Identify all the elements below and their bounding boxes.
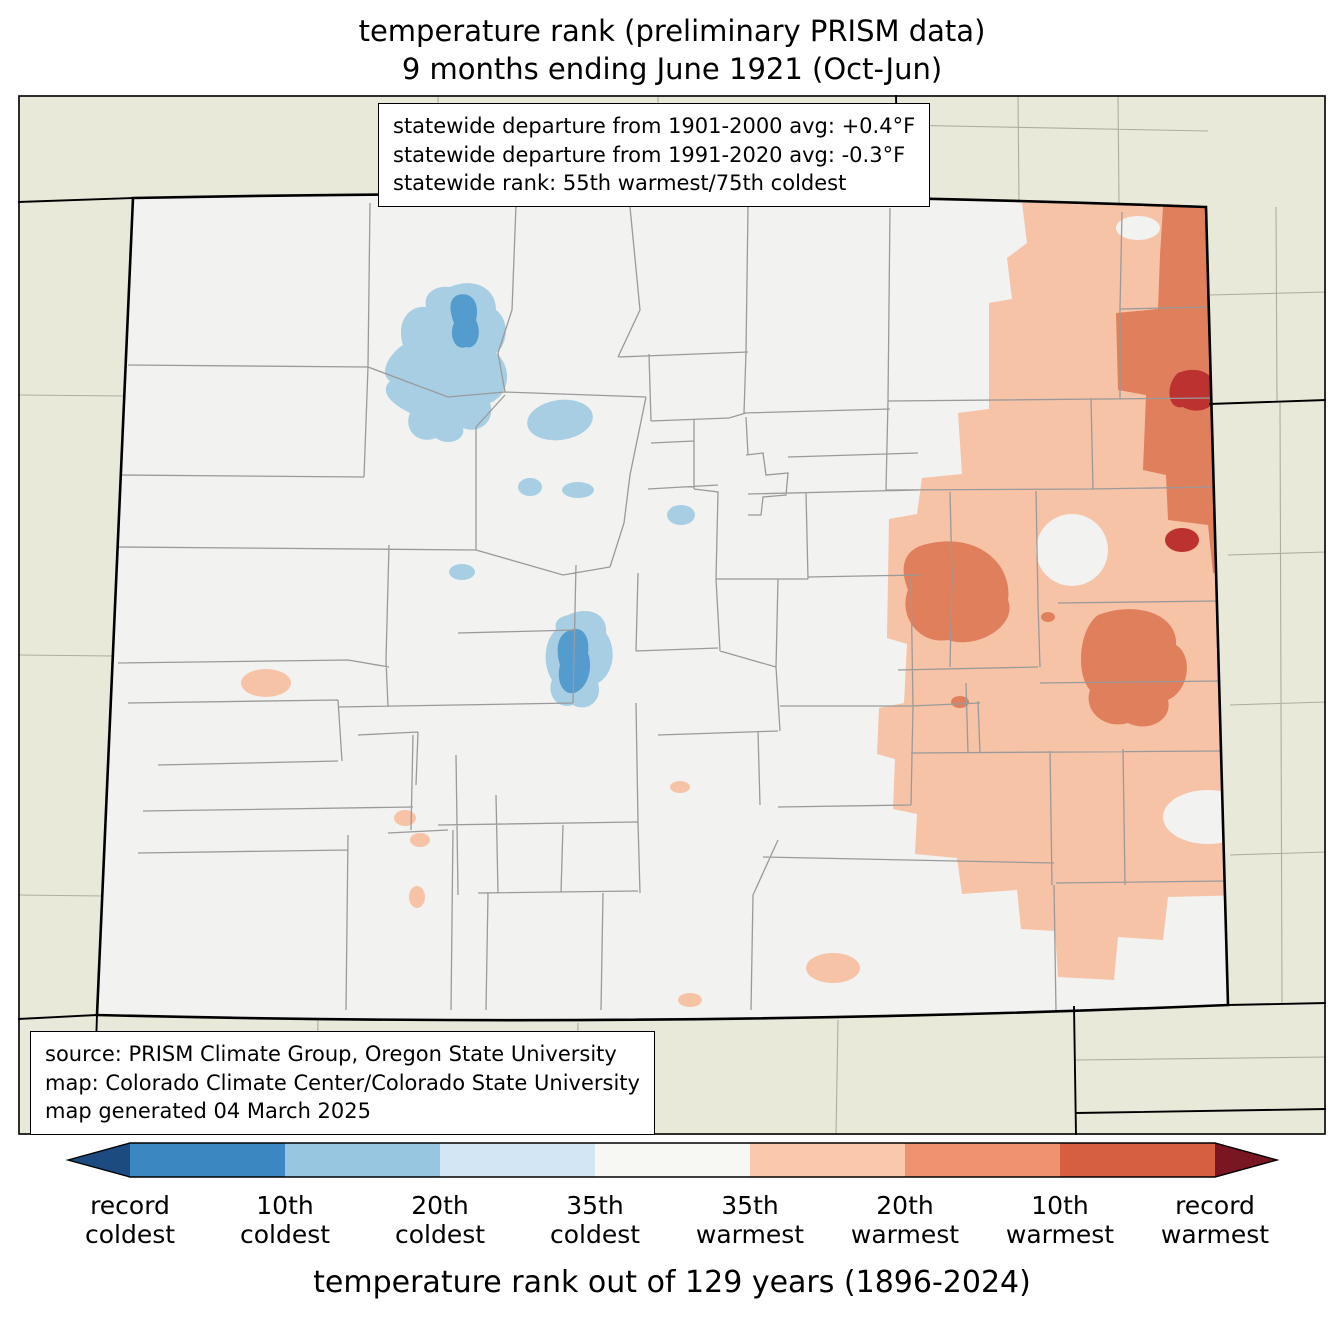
cool-spot-2: [562, 481, 594, 498]
colorado-temperature-rank-map: [18, 94, 1326, 1135]
source-line-2: map: Colorado Climate Center/Colorado St…: [45, 1070, 640, 1095]
figure-title: temperature rank (preliminary PRISM data…: [0, 0, 1344, 89]
map-frame: [18, 94, 1326, 1135]
colorbar: record coldest 10th coldest 20th coldest…: [0, 1141, 1344, 1300]
source-line-3: map generated 04 March 2025: [45, 1099, 372, 1124]
title-line-1: temperature rank (preliminary PRISM data…: [358, 14, 986, 48]
warm-spot-south: [806, 952, 860, 983]
colorbar-segment-1: [130, 1142, 285, 1177]
stats-line-1: statewide departure from 1901-2000 avg: …: [393, 113, 916, 138]
warm-region-10th-central-blob: [903, 540, 1010, 642]
colorbar-segment-5: [750, 1142, 905, 1177]
title-line-2: 9 months ending June 1921 (Oct-Jun): [401, 52, 943, 87]
cool-spot-4: [449, 563, 475, 580]
label-10th-coldest: 10th coldest: [239, 1190, 331, 1250]
county-boundaries: [117, 202, 1227, 1011]
colorbar-arrow-record-warmest: [1215, 1142, 1277, 1177]
source-attribution-box: source: PRISM Climate Group, Oregon Stat…: [30, 1030, 655, 1136]
label-20th-coldest: 20th coldest: [394, 1190, 486, 1250]
warm-spot-southwest-3: [409, 885, 425, 908]
label-record-coldest: record coldest: [84, 1190, 176, 1250]
colorbar-caption: temperature rank out of 129 years (1896-…: [313, 1264, 1031, 1300]
source-line-1: source: PRISM Climate Group, Oregon Stat…: [45, 1041, 617, 1066]
map-area: statewide departure from 1901-2000 avg: …: [18, 94, 1326, 1136]
record-warm-spot-north: [1169, 369, 1216, 411]
label-10th-warmest: 10th warmest: [1005, 1190, 1115, 1250]
cool-spot-3: [667, 504, 695, 525]
neutral-hole-southeast-border: [1163, 789, 1228, 844]
colorbar-segment-6: [905, 1142, 1060, 1177]
warm-spot-southwest-2: [410, 832, 430, 847]
warm-spot-southwest-1: [394, 809, 416, 826]
label-20th-warmest: 20th warmest: [850, 1190, 960, 1250]
record-warm-spot-south: [1165, 527, 1199, 552]
warm-spot-small-1: [951, 695, 969, 708]
label-35th-coldest: 35th coldest: [549, 1190, 641, 1250]
warm-spot-west: [241, 668, 291, 697]
warm-spot-south-border: [678, 992, 702, 1007]
colorbar-outline: [65, 1141, 1280, 1178]
label-35th-warmest: 35th warmest: [695, 1190, 805, 1250]
cool-spot-1: [518, 477, 542, 496]
colorbar-segment-3: [440, 1142, 595, 1177]
warm-spot-small-2: [1041, 611, 1055, 622]
label-record-warmest: record warmest: [1160, 1190, 1270, 1250]
colorbar-scale: [65, 1141, 1280, 1178]
neutral-hole-northeast: [1116, 215, 1160, 240]
neutral-hole-central-plains: [1036, 513, 1108, 586]
stats-line-3: statewide rank: 55th warmest/75th coldes…: [393, 171, 847, 196]
colorbar-segment-7: [1060, 1142, 1215, 1177]
warm-spot-south-central: [670, 780, 690, 793]
colorbar-segment-4: [595, 1142, 750, 1177]
stats-line-2: statewide departure from 1991-2020 avg: …: [393, 142, 906, 167]
warm-region-10th-east-blob: [1080, 608, 1187, 726]
cool-region-middle-park: [527, 399, 593, 440]
statewide-stats-box: statewide departure from 1901-2000 avg: …: [378, 102, 931, 208]
colorbar-segment-2: [285, 1142, 440, 1177]
colorbar-labels: record coldest 10th coldest 20th coldest…: [0, 1187, 1344, 1259]
cool-core-northwest: [450, 293, 479, 348]
colorbar-arrow-record-coldest: [68, 1142, 130, 1177]
